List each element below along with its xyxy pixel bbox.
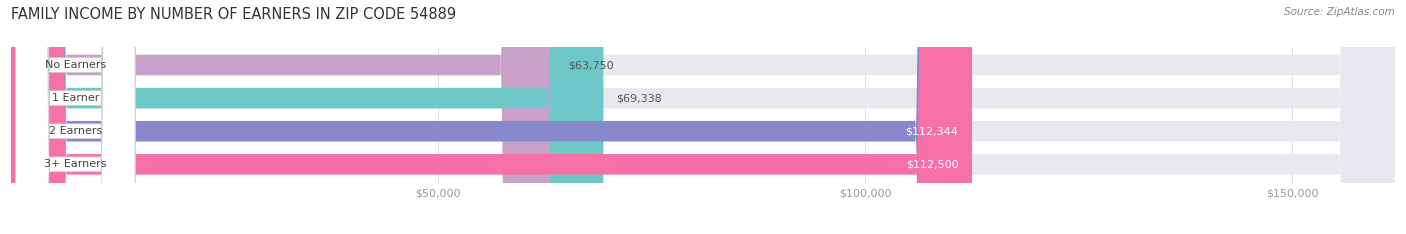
- FancyBboxPatch shape: [11, 0, 970, 234]
- Text: 3+ Earners: 3+ Earners: [44, 159, 107, 169]
- FancyBboxPatch shape: [11, 0, 603, 234]
- FancyBboxPatch shape: [11, 0, 1395, 234]
- FancyBboxPatch shape: [15, 0, 135, 234]
- Text: $112,500: $112,500: [907, 159, 959, 169]
- Text: 1 Earner: 1 Earner: [52, 93, 98, 103]
- Text: $69,338: $69,338: [616, 93, 662, 103]
- Text: No Earners: No Earners: [45, 60, 105, 70]
- FancyBboxPatch shape: [15, 0, 135, 234]
- Text: $63,750: $63,750: [568, 60, 614, 70]
- FancyBboxPatch shape: [15, 0, 135, 234]
- Text: FAMILY INCOME BY NUMBER OF EARNERS IN ZIP CODE 54889: FAMILY INCOME BY NUMBER OF EARNERS IN ZI…: [11, 7, 457, 22]
- Text: Source: ZipAtlas.com: Source: ZipAtlas.com: [1284, 7, 1395, 17]
- FancyBboxPatch shape: [11, 0, 972, 234]
- FancyBboxPatch shape: [11, 0, 1395, 234]
- FancyBboxPatch shape: [11, 0, 555, 234]
- Text: 2 Earners: 2 Earners: [49, 126, 101, 136]
- FancyBboxPatch shape: [11, 0, 1395, 234]
- FancyBboxPatch shape: [11, 0, 1395, 234]
- FancyBboxPatch shape: [15, 0, 135, 234]
- Text: $112,344: $112,344: [905, 126, 957, 136]
